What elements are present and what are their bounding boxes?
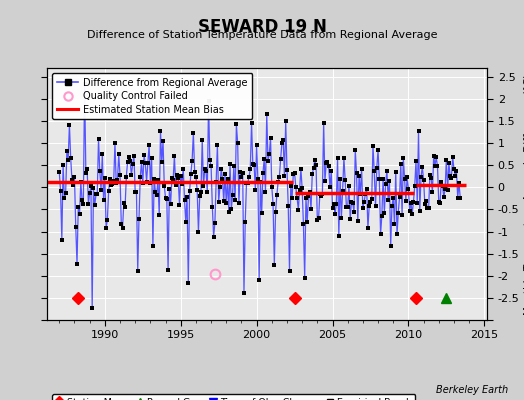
Text: Difference of Station Temperature Data from Regional Average: Difference of Station Temperature Data f… xyxy=(87,30,437,40)
Text: Berkeley Earth: Berkeley Earth xyxy=(436,385,508,395)
Legend: Station Move, Record Gap, Time of Obs. Change, Empirical Break: Station Move, Record Gap, Time of Obs. C… xyxy=(52,394,416,400)
Text: SEWARD 19 N: SEWARD 19 N xyxy=(198,18,326,36)
